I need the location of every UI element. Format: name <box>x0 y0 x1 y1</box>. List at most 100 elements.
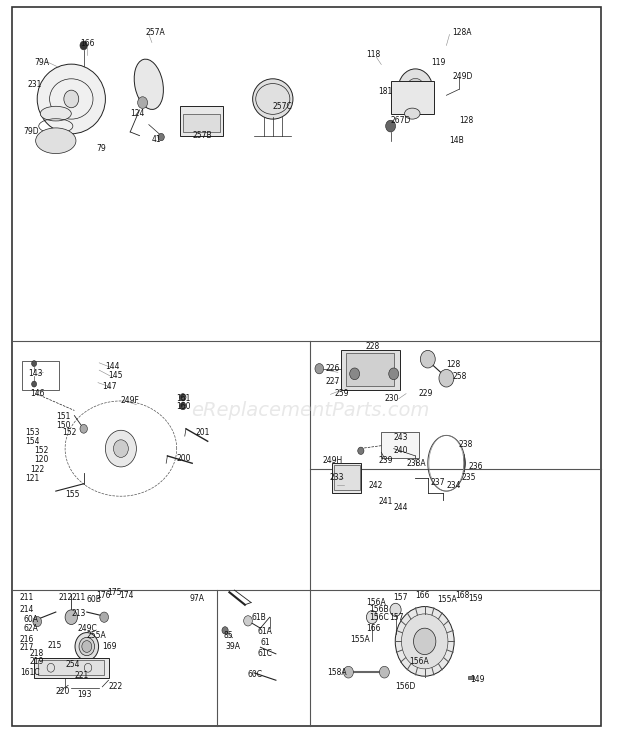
Text: 154: 154 <box>25 437 39 446</box>
Circle shape <box>420 350 435 368</box>
Text: 229: 229 <box>418 389 433 398</box>
Text: 62A: 62A <box>24 624 38 633</box>
Text: 39A: 39A <box>225 642 240 651</box>
Bar <box>346 353 394 386</box>
Text: 249H: 249H <box>322 456 343 465</box>
Circle shape <box>80 424 87 433</box>
Text: 121: 121 <box>25 474 39 483</box>
Text: 255A: 255A <box>87 631 107 640</box>
Text: 257A: 257A <box>146 29 166 37</box>
Text: 176: 176 <box>96 591 110 600</box>
Text: 166: 166 <box>415 591 430 600</box>
Text: 157: 157 <box>389 614 403 622</box>
Text: 155A: 155A <box>437 595 457 604</box>
Text: 249F: 249F <box>121 397 140 405</box>
Text: 145: 145 <box>108 371 123 380</box>
Ellipse shape <box>396 607 454 676</box>
Text: 235: 235 <box>462 474 476 482</box>
Text: 216: 216 <box>20 635 34 644</box>
Bar <box>391 81 434 114</box>
Text: 128: 128 <box>459 117 473 125</box>
Text: 257B: 257B <box>192 131 212 140</box>
Text: 258: 258 <box>453 372 467 380</box>
Text: 211: 211 <box>20 593 34 602</box>
Text: 200: 200 <box>177 454 191 463</box>
Text: 79A: 79A <box>34 58 49 67</box>
Bar <box>332 463 361 493</box>
Text: 181: 181 <box>378 87 392 96</box>
Circle shape <box>32 381 37 387</box>
Circle shape <box>398 69 433 110</box>
Text: 222: 222 <box>108 682 123 691</box>
Text: 166: 166 <box>366 624 380 633</box>
Text: 237: 237 <box>431 478 445 487</box>
Text: 85: 85 <box>223 631 233 640</box>
Text: 151: 151 <box>56 412 70 421</box>
Bar <box>381 432 419 458</box>
Ellipse shape <box>40 106 71 121</box>
Text: 267D: 267D <box>391 117 411 125</box>
Text: 14B: 14B <box>450 136 464 145</box>
Text: 143: 143 <box>28 369 42 378</box>
Circle shape <box>180 394 186 401</box>
Text: 122: 122 <box>30 465 44 474</box>
Circle shape <box>358 447 364 454</box>
Text: 155: 155 <box>65 490 79 499</box>
Text: 169: 169 <box>102 642 117 651</box>
Ellipse shape <box>253 79 293 119</box>
Text: 60B: 60B <box>87 595 102 604</box>
Text: 79D: 79D <box>24 128 39 136</box>
Bar <box>34 658 108 678</box>
Bar <box>180 106 223 136</box>
Text: 236: 236 <box>468 463 482 471</box>
Ellipse shape <box>390 603 401 616</box>
Circle shape <box>82 641 92 652</box>
Text: 230: 230 <box>384 394 399 402</box>
Circle shape <box>138 97 148 108</box>
Bar <box>38 660 104 675</box>
Text: 128A: 128A <box>453 29 472 37</box>
Text: 61A: 61A <box>257 627 272 636</box>
Text: 128: 128 <box>446 360 461 369</box>
Circle shape <box>386 120 396 132</box>
Text: 254: 254 <box>65 660 79 669</box>
Circle shape <box>80 41 87 50</box>
Text: 231: 231 <box>28 80 42 89</box>
Text: 242: 242 <box>369 481 383 490</box>
Circle shape <box>406 78 425 100</box>
Circle shape <box>32 361 37 366</box>
Circle shape <box>100 612 108 622</box>
Text: 193: 193 <box>78 690 92 699</box>
Text: 239: 239 <box>378 456 392 465</box>
Ellipse shape <box>37 65 105 133</box>
Ellipse shape <box>134 59 164 109</box>
Circle shape <box>315 364 324 374</box>
Text: 257C: 257C <box>273 102 293 111</box>
Text: 220: 220 <box>56 687 70 696</box>
Text: 150: 150 <box>56 421 70 430</box>
Text: 160: 160 <box>177 402 191 411</box>
Bar <box>334 465 360 490</box>
Text: 219: 219 <box>30 657 44 666</box>
Text: 214: 214 <box>20 605 34 614</box>
Circle shape <box>389 368 399 380</box>
Text: 227: 227 <box>326 377 340 386</box>
Text: 152: 152 <box>62 428 76 437</box>
Text: 221: 221 <box>74 671 89 680</box>
Text: 152: 152 <box>34 446 48 455</box>
Circle shape <box>105 430 136 467</box>
Text: 158A: 158A <box>327 668 347 677</box>
Circle shape <box>180 402 186 410</box>
Text: 201: 201 <box>195 428 210 437</box>
Text: 212: 212 <box>59 593 73 602</box>
Text: 61C: 61C <box>257 649 272 658</box>
Bar <box>183 114 220 132</box>
Circle shape <box>379 666 389 678</box>
Circle shape <box>222 627 228 634</box>
Text: 60C: 60C <box>248 670 263 679</box>
Ellipse shape <box>366 611 378 624</box>
Text: 215: 215 <box>48 641 62 649</box>
Text: 120: 120 <box>34 455 48 464</box>
Text: 119: 119 <box>431 58 445 67</box>
Text: 174: 174 <box>119 591 133 600</box>
